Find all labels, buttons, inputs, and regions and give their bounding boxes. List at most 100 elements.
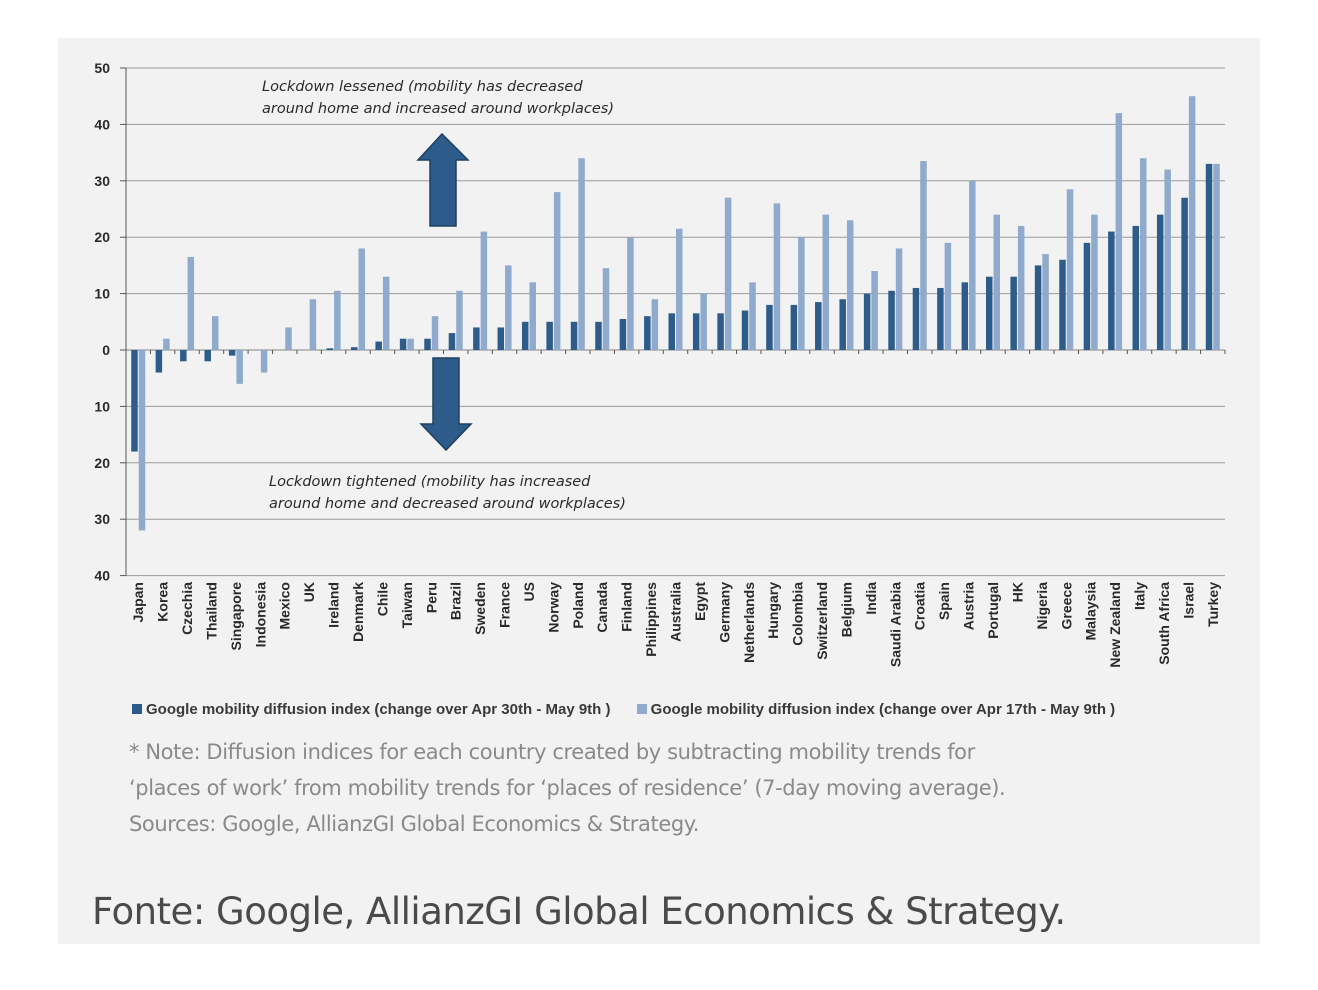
legend-label-series-1: Google mobility diffusion index (change … (146, 701, 611, 718)
x-tick-label: Korea (155, 582, 171, 622)
bar-recent-south-africa (1156, 214, 1164, 350)
x-tick-label: Indonesia (252, 582, 268, 648)
x-tick-label: Thailand (203, 582, 219, 640)
bar-recent-germany (717, 313, 724, 350)
bar-recent-egypt (692, 313, 700, 350)
x-tick-label: Philippines (643, 582, 659, 657)
legend-swatch-dark (132, 703, 142, 714)
x-tick-label: Austria (961, 582, 977, 630)
annotation-up-line-2: around home and increased around workpla… (262, 101, 614, 117)
x-tick-label: New Zealand (1107, 582, 1123, 668)
y-tick-label: 40 (94, 568, 110, 584)
x-tick-label: South Africa (1156, 582, 1172, 665)
y-tick-label: 10 (94, 286, 110, 302)
bar-longer-hk (1017, 225, 1025, 350)
x-tick-label: Chile (374, 582, 390, 616)
x-tick-label: India (863, 582, 879, 615)
bar-recent-thailand (204, 350, 211, 362)
grid-lines (126, 67, 1225, 577)
bar-longer-spain (944, 242, 952, 350)
y-tick-label: 10 (94, 398, 110, 414)
bar-recent-japan (131, 350, 138, 452)
x-tick-label: Sweden (472, 582, 488, 635)
bar-recent-hk (1010, 276, 1017, 350)
bar-longer-hungary (773, 203, 781, 350)
bar-recent-peru (424, 338, 431, 350)
bar-longer-colombia (798, 237, 805, 350)
x-tick-label: Finland (619, 582, 635, 632)
bar-recent-canada (595, 321, 602, 350)
bar-recent-austria (961, 282, 969, 350)
y-tick-label: 0 (102, 342, 110, 358)
bar-longer-japan (138, 350, 146, 531)
bar-longer-uk (309, 299, 317, 350)
bar-recent-czechia (180, 350, 187, 362)
down-arrow (419, 357, 473, 452)
bar-recent-singapore (228, 350, 236, 356)
bar-longer-chile (382, 276, 390, 350)
annotation-down-line-1: Lockdown tightened (mobility has increas… (269, 474, 591, 490)
bar-longer-peru (431, 316, 439, 350)
x-tick-label: Ireland (326, 582, 342, 628)
y-tick-label: 50 (94, 60, 110, 76)
bar-longer-austria (969, 180, 976, 350)
bar-longer-india (871, 271, 878, 350)
x-tick-label: Germany (716, 582, 732, 643)
x-tick-label: Greece (1058, 582, 1074, 630)
y-tick-label: 30 (94, 511, 110, 527)
bar-longer-israel (1188, 96, 1196, 350)
x-tick-label: Switzerland (814, 582, 830, 660)
bar-longer-singapore (236, 350, 243, 384)
x-tick-label: Belgium (838, 582, 854, 637)
bar-longer-germany (724, 197, 732, 350)
x-tick-label: Australia (668, 582, 684, 642)
x-tick-label: Israel (1180, 582, 1196, 619)
x-tick-label: Egypt (692, 582, 708, 621)
y-axis-ticks: 50 40 30 20 10 0 10 20 30 40 (94, 60, 127, 584)
x-tick-label: Croatia (912, 582, 928, 630)
bar-longer-philippines (651, 299, 659, 350)
bar-recent-italy (1132, 225, 1140, 350)
bar-longer-egypt (700, 293, 707, 350)
bar-recent-portugal (985, 276, 993, 350)
x-tick-label: Czechia (179, 582, 195, 635)
x-tick-label: France (497, 582, 513, 628)
x-tick-label: Denmark (350, 582, 366, 642)
bar-longer-belgium (846, 220, 854, 350)
bar-recent-malaysia (1083, 242, 1091, 350)
x-tick-label: Hungary (765, 582, 781, 639)
x-tick-label: Norway (545, 582, 561, 633)
x-tick-label: Canada (594, 582, 610, 633)
bar-recent-poland (570, 321, 578, 350)
bar-recent-sweden (473, 327, 480, 350)
bar-longer-australia (676, 228, 683, 350)
bar-longer-czechia (187, 256, 195, 350)
bar-longer-turkey (1213, 163, 1220, 350)
note-line-3: Sources: Google, AllianzGI Global Econom… (129, 812, 700, 836)
bar-recent-france (497, 327, 505, 350)
bar-recent-brazil (448, 333, 456, 350)
up-arrow (416, 132, 470, 227)
bar-longer-thailand (211, 316, 219, 350)
bar-longer-south-africa (1164, 169, 1171, 350)
bar-recent-saudi-arabia (888, 290, 895, 350)
bar-longer-portugal (993, 214, 1000, 350)
bar-recent-colombia (790, 304, 798, 350)
bar-longer-italy (1140, 158, 1147, 350)
x-tick-label: UK (301, 582, 317, 602)
y-tick-label: 30 (94, 173, 110, 189)
y-tick-label: 20 (94, 229, 110, 245)
source-caption: Fonte: Google, AllianzGI Global Economic… (92, 890, 1066, 933)
bar-longer-netherlands (749, 282, 756, 350)
up-arrow-icon (416, 132, 470, 227)
x-tick-label: Turkey (1205, 582, 1221, 627)
x-tick-label: Netherlands (741, 582, 757, 663)
y-tick-label: 20 (94, 455, 110, 471)
bar-longer-mexico (285, 327, 292, 350)
y-tick-label: 40 (94, 116, 110, 132)
bar-longer-canada (602, 268, 610, 350)
bar-recent-korea (155, 350, 163, 373)
bar-longer-saudi-arabia (895, 248, 903, 350)
x-tick-label: Italy (1132, 582, 1148, 610)
bar-recent-nigeria (1034, 265, 1042, 350)
